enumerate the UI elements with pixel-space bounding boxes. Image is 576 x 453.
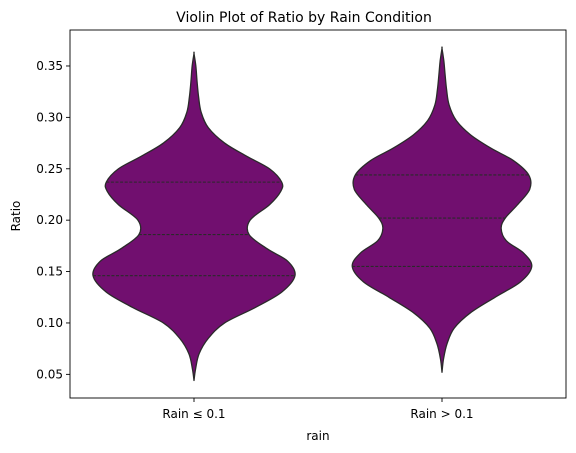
x-tick-label: Rain > 0.1: [410, 407, 473, 421]
y-tick-label: 0.10: [36, 316, 63, 330]
y-axis-ticks: 0.05 0.10 0.15 0.20 0.25 0.30 0.35: [36, 59, 70, 381]
y-axis-label: Ratio: [9, 201, 23, 232]
violin-body: [92, 51, 296, 382]
x-axis-ticks: Rain ≤ 0.1 Rain > 0.1: [162, 398, 474, 421]
y-tick-label: 0.15: [36, 265, 63, 279]
plot-frame: [69, 29, 567, 399]
y-tick-label: 0.35: [36, 59, 63, 73]
y-tick-label: 0.25: [36, 162, 63, 176]
y-tick-label: 0.05: [36, 367, 63, 381]
x-axis-label: rain: [306, 429, 329, 443]
plot-area: [92, 46, 533, 382]
chart-title: Violin Plot of Ratio by Rain Condition: [176, 10, 432, 26]
x-tick-label: Rain ≤ 0.1: [162, 407, 225, 421]
y-tick-label: 0.20: [36, 213, 63, 227]
violin-body: [351, 46, 533, 373]
y-tick-label: 0.30: [36, 110, 63, 124]
